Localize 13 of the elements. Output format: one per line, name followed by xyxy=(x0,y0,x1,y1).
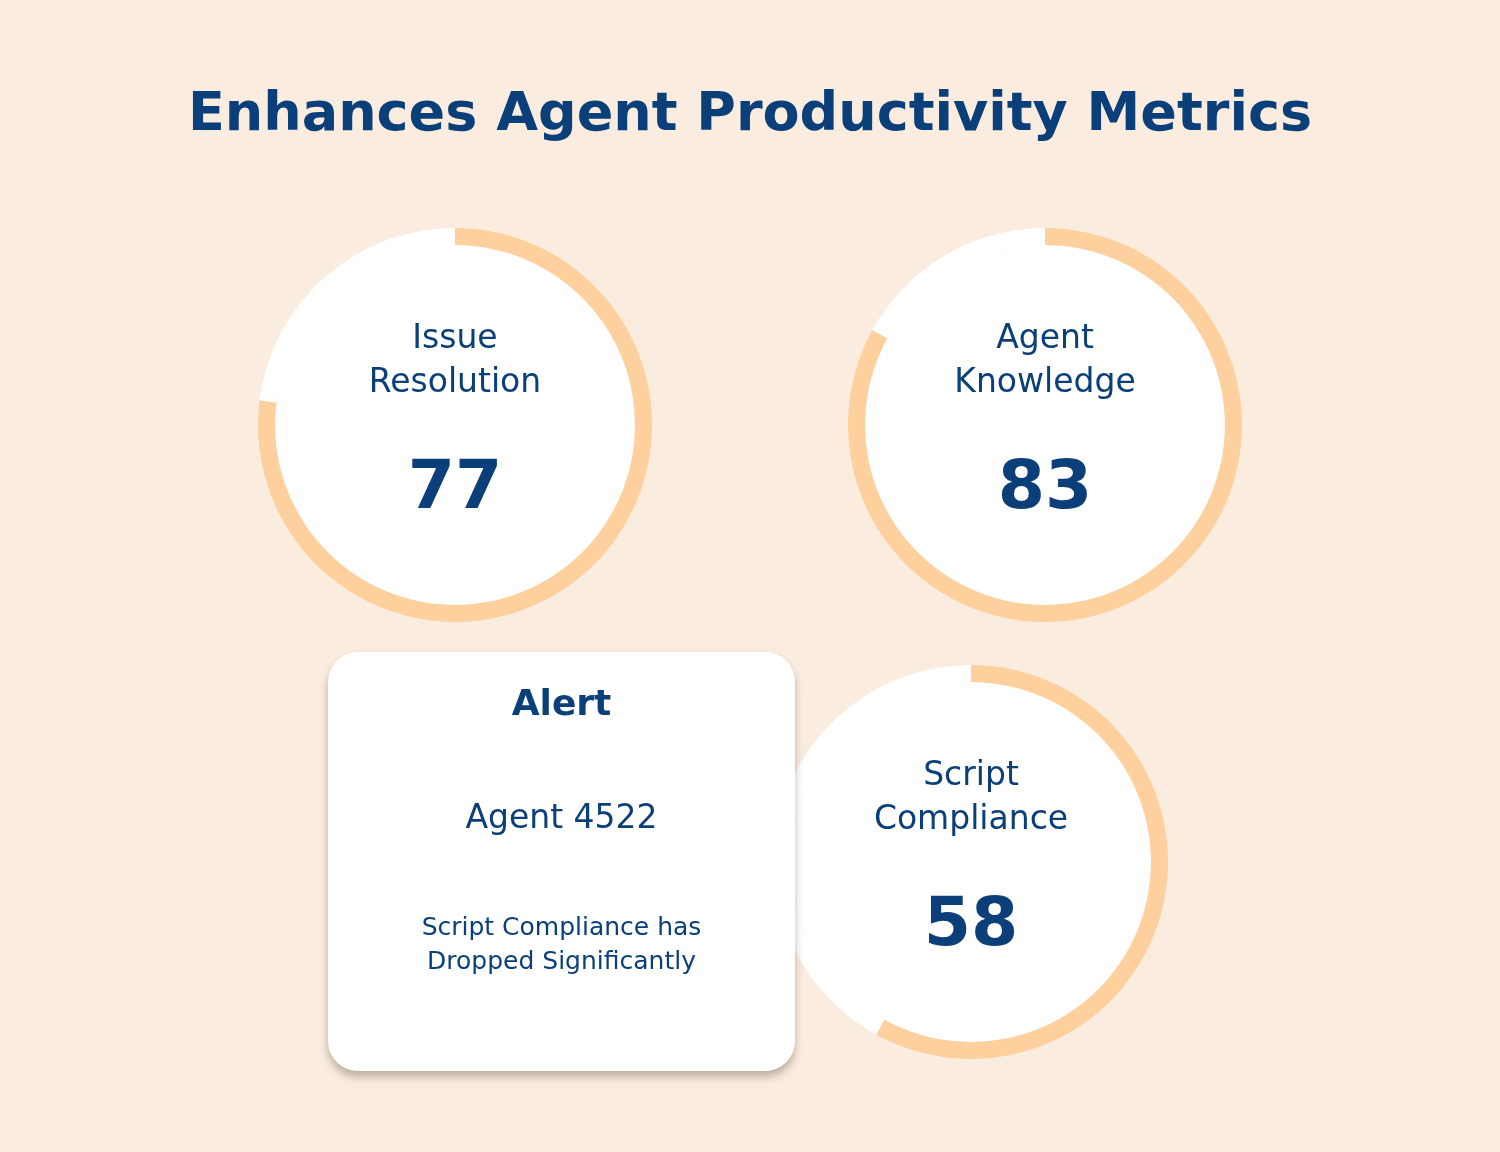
text: 58 xyxy=(922,882,1020,961)
text: Issue Resolution xyxy=(367,316,543,402)
donut-slice xyxy=(848,228,1242,622)
text: Agent 4522 xyxy=(464,797,659,836)
text: Enhances Agent Productivity Metrics xyxy=(186,80,1314,143)
donut-slice xyxy=(876,665,1168,1059)
text: Script Compliance xyxy=(872,753,1070,839)
text: Agent Knowledge xyxy=(953,316,1137,402)
text: 83 xyxy=(996,445,1094,524)
donut-slice xyxy=(258,228,652,622)
text: Script Compliance has Dropped Significantly xyxy=(420,911,703,977)
text: Alert xyxy=(510,682,613,723)
text: 77 xyxy=(406,445,504,524)
